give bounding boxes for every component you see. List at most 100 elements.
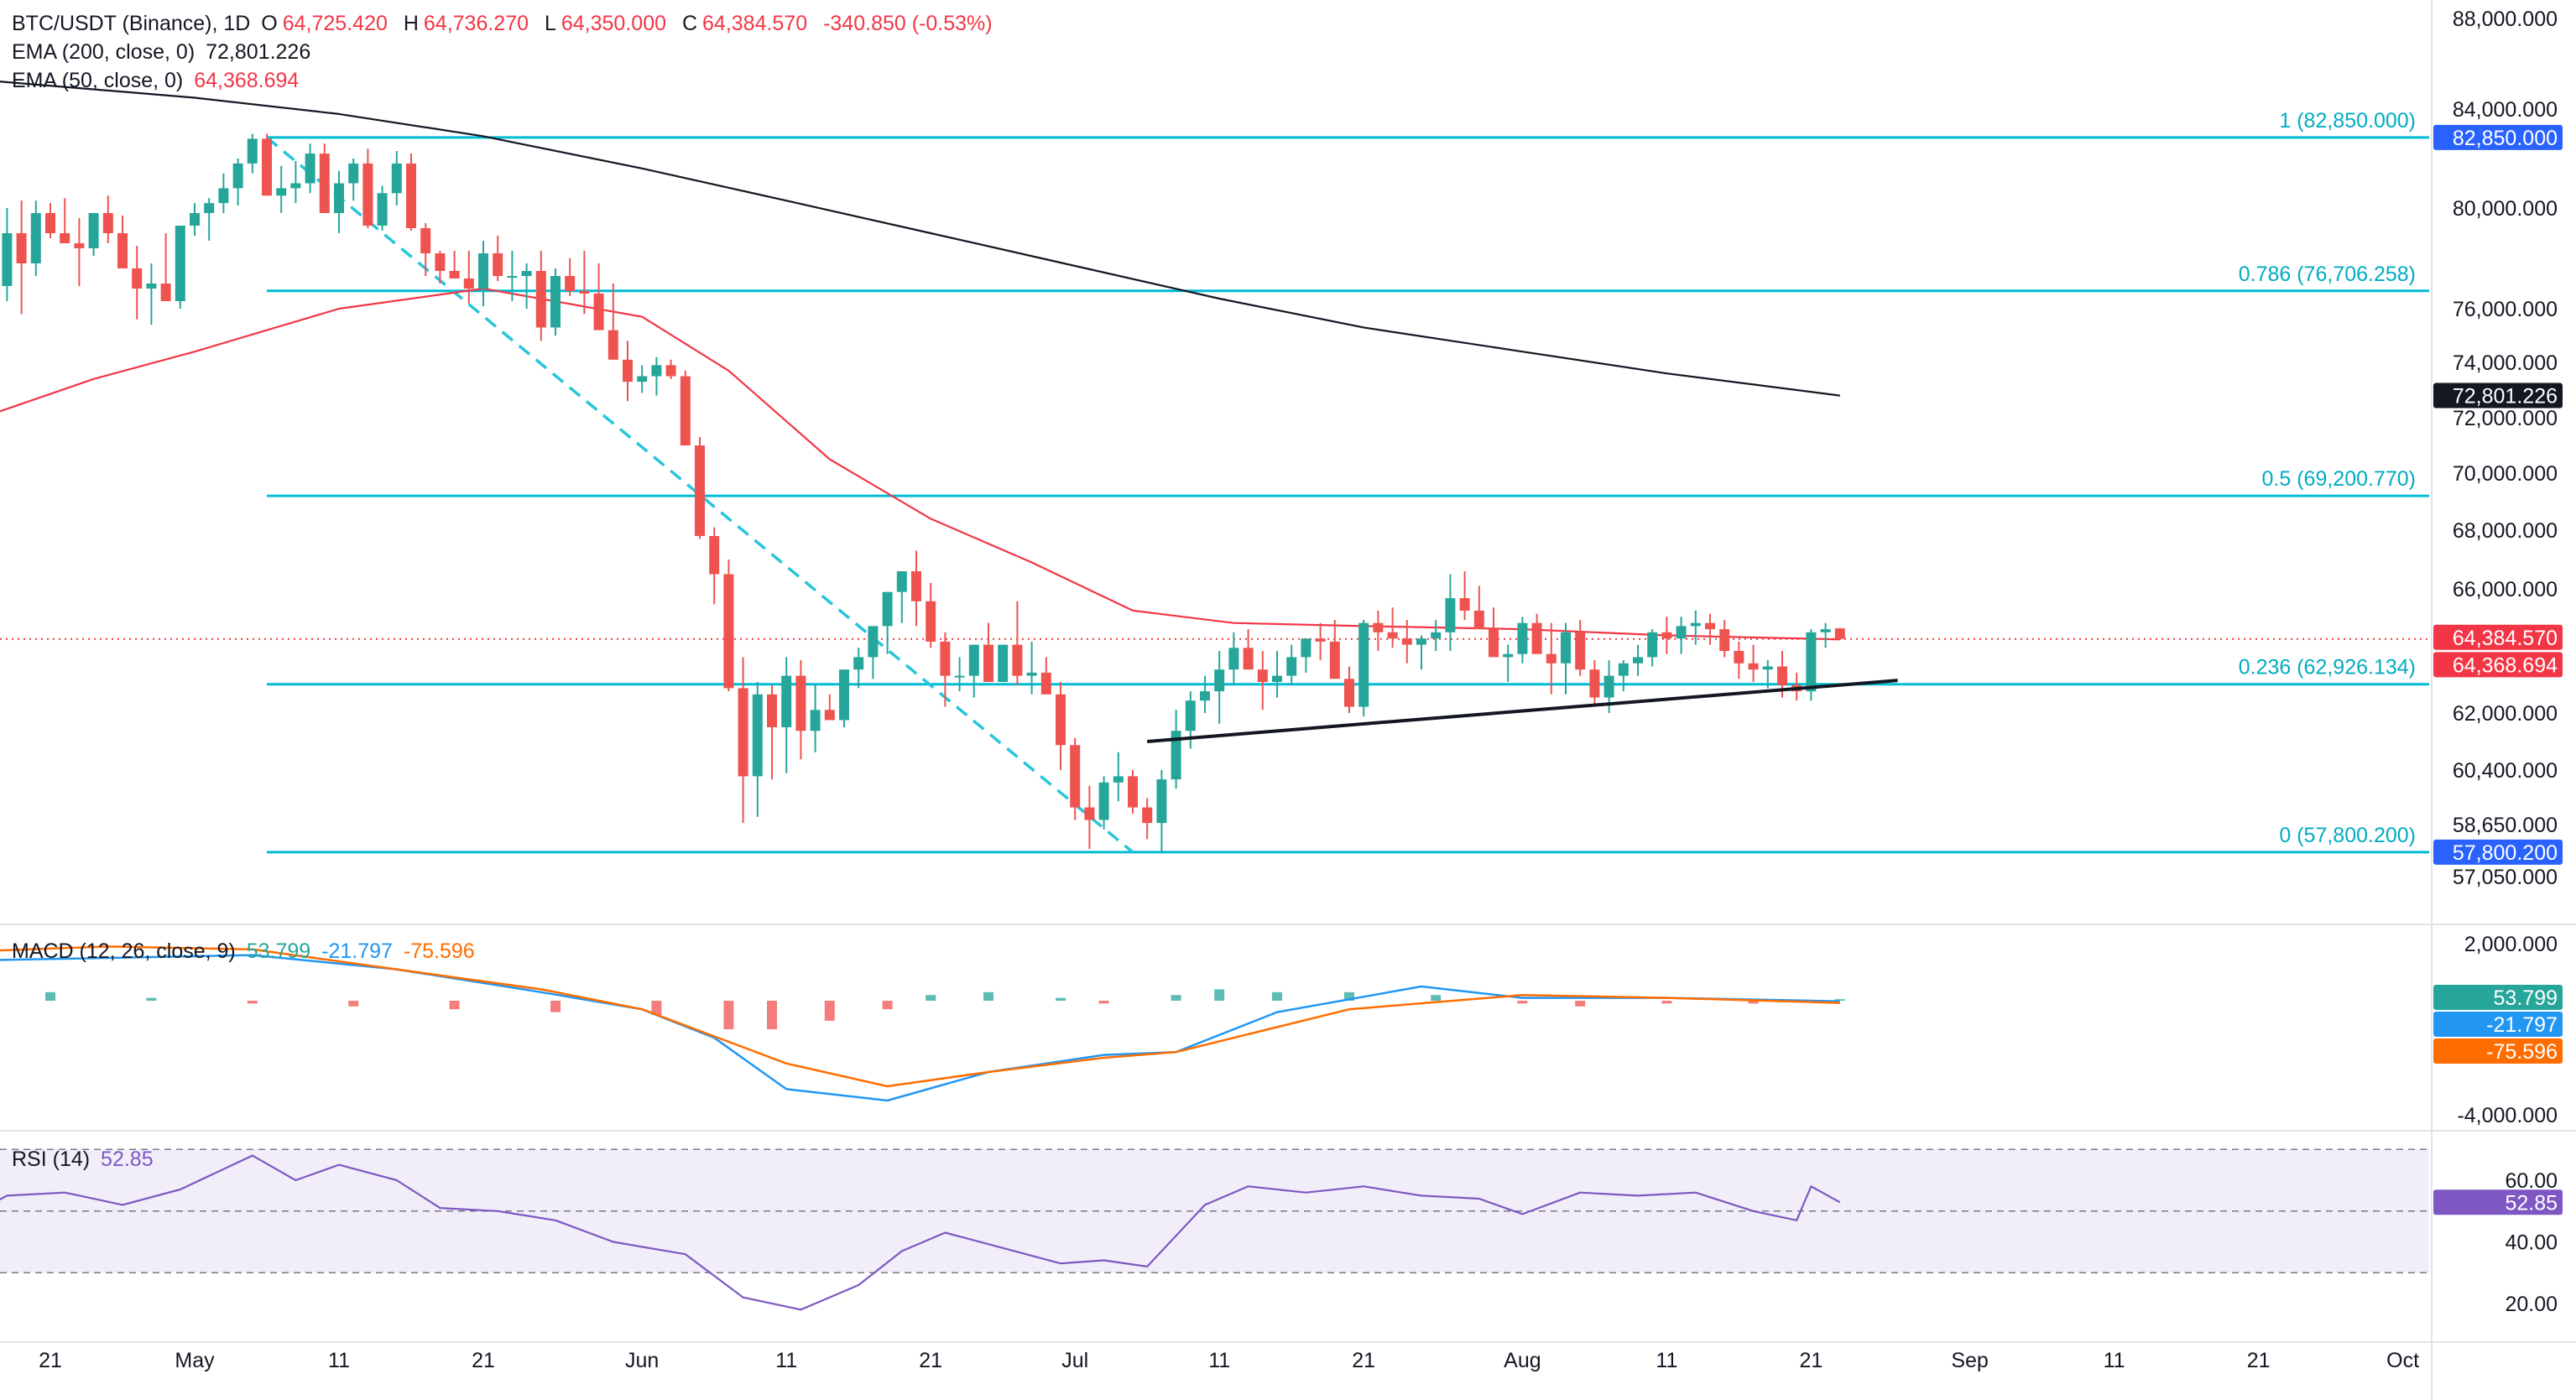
candle-down [102, 195, 113, 243]
ema200-value: 72,801.226 [206, 40, 311, 64]
rsi-tick-label: 40.00 [2505, 1231, 2558, 1255]
price-tick-label: 84,000.000 [2453, 98, 2558, 122]
candle-body [493, 253, 503, 276]
candle-body [1026, 672, 1037, 676]
candle-body [1401, 638, 1412, 645]
candle-body [1575, 632, 1586, 670]
candle-down [535, 251, 546, 341]
candle-down [1531, 613, 1542, 654]
candle-body [1286, 657, 1297, 676]
candle-body [290, 183, 301, 189]
candle-body [1603, 675, 1614, 698]
candle-up [1647, 629, 1658, 667]
candle-down [1705, 613, 1715, 645]
candle-body [1834, 628, 1845, 639]
macd-hist-bar [651, 1001, 662, 1015]
candle-body [1329, 641, 1340, 679]
candle-body [824, 710, 835, 721]
candle-up [478, 241, 488, 306]
candle-down [319, 143, 330, 213]
candle-body [983, 644, 993, 682]
x-tick-label: Jul [1061, 1349, 1088, 1372]
candle-down [1575, 620, 1586, 676]
rsi-pane[interactable] [0, 1148, 2429, 1311]
x-tick-label: 21 [472, 1349, 495, 1372]
price-tick-label: 66,000.000 [2453, 578, 2558, 601]
fib-badge-text: 82,850.000 [2453, 127, 2558, 150]
candle-body [1171, 731, 1181, 780]
macd-badge-bg [2433, 1038, 2563, 1064]
macd-hist-bar [1056, 997, 1066, 1001]
x-tick-label: 11 [1656, 1349, 1677, 1372]
candle-down [911, 550, 921, 627]
macd-pane[interactable] [0, 945, 1845, 1102]
macd-hist-bar [1171, 995, 1181, 1001]
candle-up [1445, 574, 1456, 651]
candle-body [45, 213, 55, 233]
ohlc-low: L 64,350.000 [544, 12, 666, 35]
macd-badge-text: 53.799 [2494, 986, 2558, 1010]
macd-label: MACD (12, 26, close, 9) [12, 939, 236, 963]
candle-down [435, 251, 446, 284]
price-tick-label: 60,400.000 [2453, 759, 2558, 783]
candle-body [680, 376, 691, 445]
candle-down [940, 632, 951, 707]
candle-up [218, 173, 229, 213]
candle-body [1431, 632, 1442, 639]
candle-up [290, 160, 301, 204]
price-pane[interactable]: 1 (82,850.000) 0.786 (76,706.258) 0.5 (69,… [0, 77, 2429, 854]
candle-body [276, 188, 287, 196]
candle-down [665, 359, 676, 379]
candle-body [1040, 672, 1051, 695]
candle-body [1690, 622, 1701, 627]
candle-down [1473, 586, 1484, 630]
candle-body [60, 233, 70, 243]
candle-body [1806, 632, 1817, 692]
macd-hist-bar [45, 991, 55, 1001]
price-legend: BTC/USDT (Binance), 1D O 64,725.420 H 64,7… [12, 12, 998, 36]
candle-up [1820, 622, 1831, 648]
macd-hist-bar [767, 1001, 777, 1029]
candle-body [1416, 638, 1426, 645]
price-axis[interactable]: 88,000.000 84,000.000 80,000.000 76,000.000… [2433, 8, 2563, 1316]
candle-up [305, 143, 315, 194]
price-tick-label: 88,000.000 [2453, 8, 2558, 31]
candle-body [1084, 807, 1095, 820]
rsi-badge: 52.85 [2433, 1189, 2563, 1215]
time-axis[interactable]: 21 May 11 21 Jun 11 21 Jul 11 21 Aug 11 21 Sep 11 21 Oct [39, 1349, 2419, 1372]
candle-up [1228, 632, 1239, 685]
macd-hist-bar [1344, 991, 1354, 1001]
candle-body [651, 365, 662, 377]
candle-down [132, 246, 143, 320]
candle-up [896, 571, 907, 623]
candle-down [824, 694, 835, 721]
candle-up [954, 657, 965, 692]
candle-body [88, 213, 99, 248]
macd-hist-bar [449, 1001, 460, 1010]
macd-hist-bar [723, 1001, 734, 1029]
candle-body [968, 644, 979, 676]
candle-body [507, 276, 518, 278]
candle-body [593, 294, 604, 330]
candle-down [1040, 657, 1051, 695]
candle-down [45, 203, 55, 238]
fib-level-label: 0 (57,800.200) [2279, 824, 2416, 847]
candle-body [1633, 657, 1643, 664]
candle-up [2, 208, 13, 301]
candle-down [1128, 770, 1138, 814]
candle-up [1301, 638, 1311, 673]
support-trendline [1147, 679, 1898, 743]
ema200-badge-bg [2433, 383, 2563, 409]
price-tick-label: 74,000.000 [2453, 351, 2558, 375]
candle-body [1387, 632, 1398, 639]
candle-body [160, 284, 171, 301]
ema200-legend: EMA (200, close, 0) 72,801.226 [12, 40, 315, 65]
candle-up [882, 591, 893, 654]
x-tick-label: 11 [328, 1349, 350, 1372]
x-tick-label: Jun [625, 1349, 659, 1372]
candle-down [1791, 672, 1802, 701]
candle-body [1561, 632, 1571, 664]
candle-body [305, 154, 315, 184]
candle-body [391, 163, 402, 194]
